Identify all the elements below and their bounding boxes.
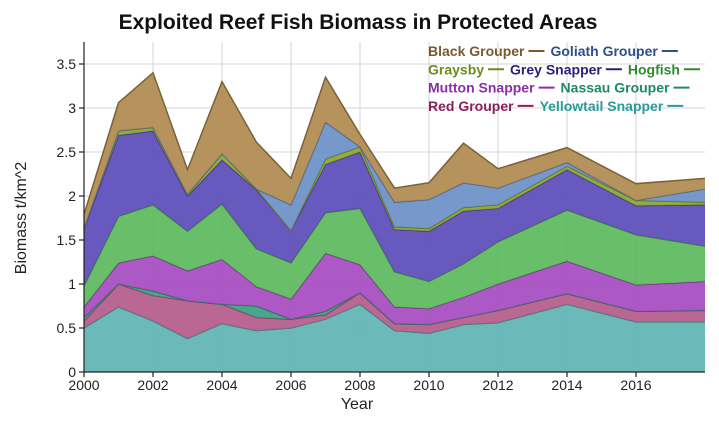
area-hogfish [84, 203, 705, 309]
y-tick-label: 0 [68, 364, 76, 380]
legend-label-black-grouper: Black Grouper [428, 43, 525, 59]
area-red-grouper [84, 284, 705, 339]
x-tick-label: 2006 [275, 377, 306, 393]
y-tick-label: 3 [68, 100, 76, 116]
x-tick-label: 2012 [482, 377, 513, 393]
y-tick-label: 0.5 [57, 320, 77, 336]
area-yellowtail-snapper [84, 304, 705, 372]
y-tick-label: 2.5 [57, 144, 77, 160]
y-tick-label: 2 [68, 188, 76, 204]
area-series [83, 71, 706, 372]
y-tick-label: 1.5 [57, 232, 77, 248]
legend: Black Grouper Goliath Grouper Graysby Grey … [428, 43, 700, 114]
x-tick-label: 2000 [68, 377, 99, 393]
legend-label-hogfish: Hogfish [628, 61, 680, 77]
legend-label-grey-snapper: Grey Snapper [510, 61, 602, 77]
legend-label-nassau-grouper: Nassau Grouper [561, 80, 670, 96]
x-tick-label: 2014 [551, 377, 582, 393]
area-goliath-grouper [84, 122, 705, 231]
x-tick-label: 2008 [344, 377, 375, 393]
area-grey-snapper [84, 130, 705, 286]
axes: 0 0.5 1 1.5 2 2.5 3 3.5 2000 2002 2004 2006 2008 2010… [57, 42, 705, 393]
area-mutton-snapper [84, 253, 705, 325]
line-black-grouper [83, 71, 706, 215]
legend-label-mutton-snapper: Mutton Snapper [428, 80, 535, 96]
y-tick-label: 1 [68, 276, 76, 292]
x-tick-label: 2010 [413, 377, 444, 393]
y-axis-label: Biomass t/km^2 [13, 162, 30, 275]
legend-label-goliath-grouper: Goliath Grouper [550, 43, 658, 59]
x-tick-label: 2004 [206, 377, 237, 393]
x-tick-label: 2002 [137, 377, 168, 393]
legend-label-graysby: Graysby [428, 61, 484, 77]
legend-label-red-grouper: Red Grouper [428, 98, 514, 114]
y-tick-label: 3.5 [57, 56, 77, 72]
x-tick-label: 2016 [620, 377, 651, 393]
area-black-grouper [84, 72, 705, 228]
legend-label-yellowtail-snapper: Yellowtail Snapper [540, 98, 664, 114]
x-axis-label: Year [341, 396, 374, 413]
chart-title: Exploited Reef Fish Biomass in Protected… [119, 11, 598, 34]
